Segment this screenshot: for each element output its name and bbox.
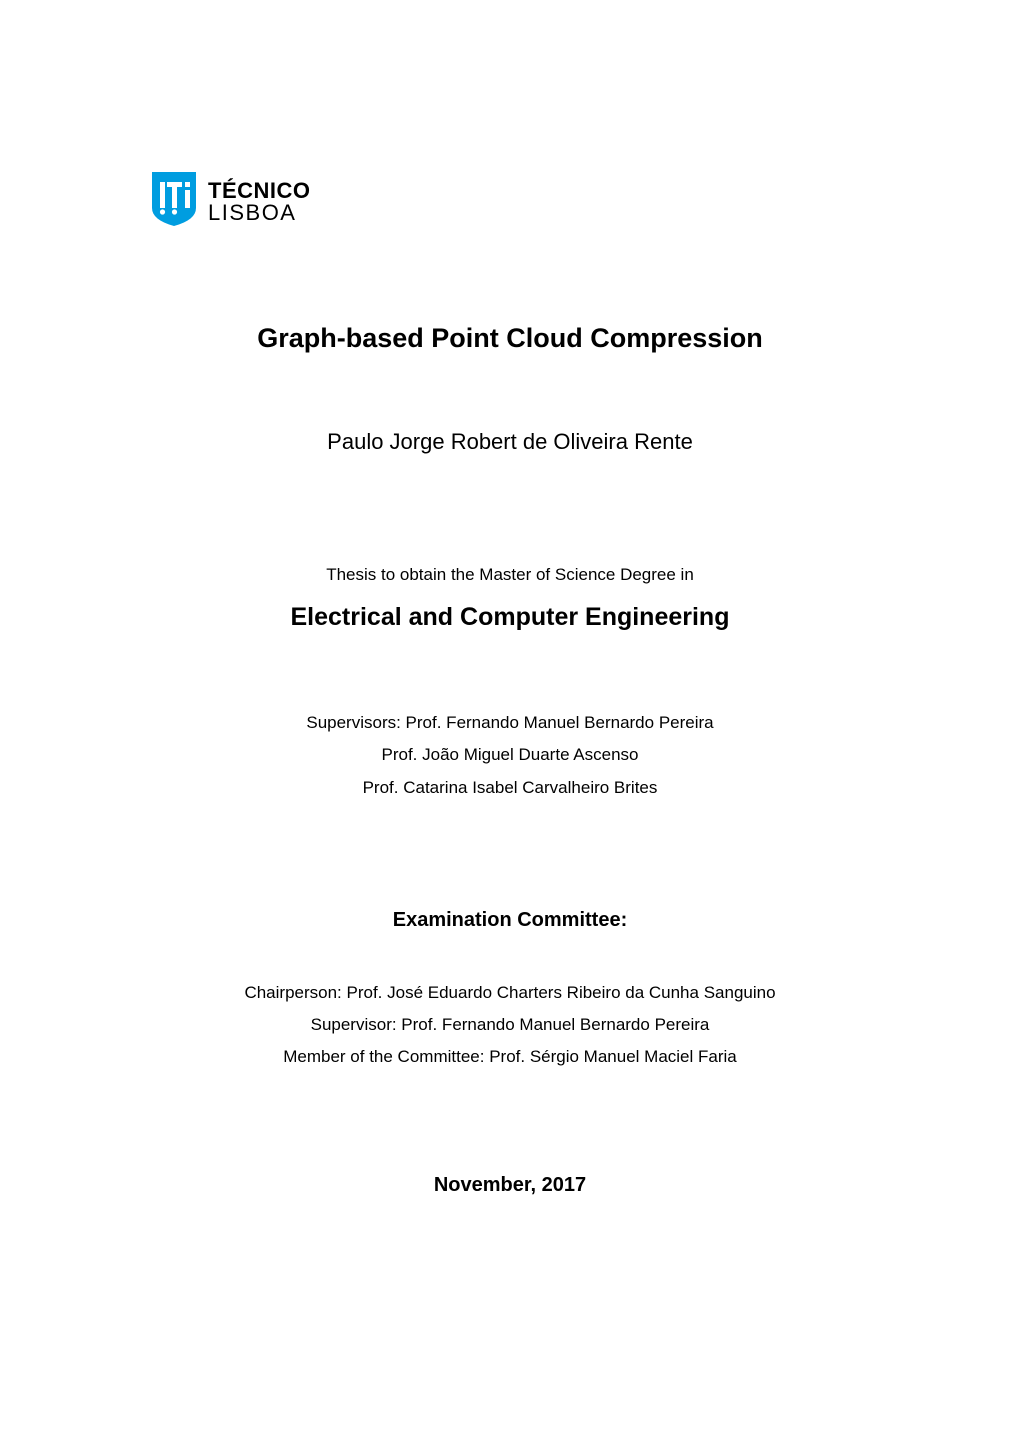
- supervisor-line-2: Prof. João Miguel Duarte Ascenso: [140, 739, 880, 771]
- committee-block: Chairperson: Prof. José Eduardo Charters…: [140, 977, 880, 1074]
- logo-text: TÉCNICO LISBOA: [208, 180, 311, 224]
- committee-member: Member of the Committee: Prof. Sérgio Ma…: [140, 1041, 880, 1073]
- supervisors-block: Supervisors: Prof. Fernando Manuel Berna…: [140, 707, 880, 804]
- thesis-title: Graph-based Point Cloud Compression: [140, 323, 880, 354]
- author-name: Paulo Jorge Robert de Oliveira Rente: [140, 429, 880, 455]
- committee-supervisor: Supervisor: Prof. Fernando Manuel Bernar…: [140, 1009, 880, 1041]
- degree-name: Electrical and Computer Engineering: [140, 603, 880, 632]
- thesis-description: Thesis to obtain the Master of Science D…: [140, 565, 880, 585]
- logo-shield-icon: [150, 170, 198, 233]
- committee-chairperson: Chairperson: Prof. José Eduardo Charters…: [140, 977, 880, 1009]
- supervisor-line-1: Supervisors: Prof. Fernando Manuel Berna…: [140, 707, 880, 739]
- institution-logo: TÉCNICO LISBOA: [150, 170, 880, 233]
- thesis-date: November, 2017: [140, 1174, 880, 1197]
- committee-header: Examination Committee:: [140, 909, 880, 932]
- logo-text-bottom: LISBOA: [208, 202, 311, 224]
- logo-text-top: TÉCNICO: [208, 180, 311, 202]
- supervisor-line-3: Prof. Catarina Isabel Carvalheiro Brites: [140, 772, 880, 804]
- logo-wrapper: TÉCNICO LISBOA: [150, 170, 311, 233]
